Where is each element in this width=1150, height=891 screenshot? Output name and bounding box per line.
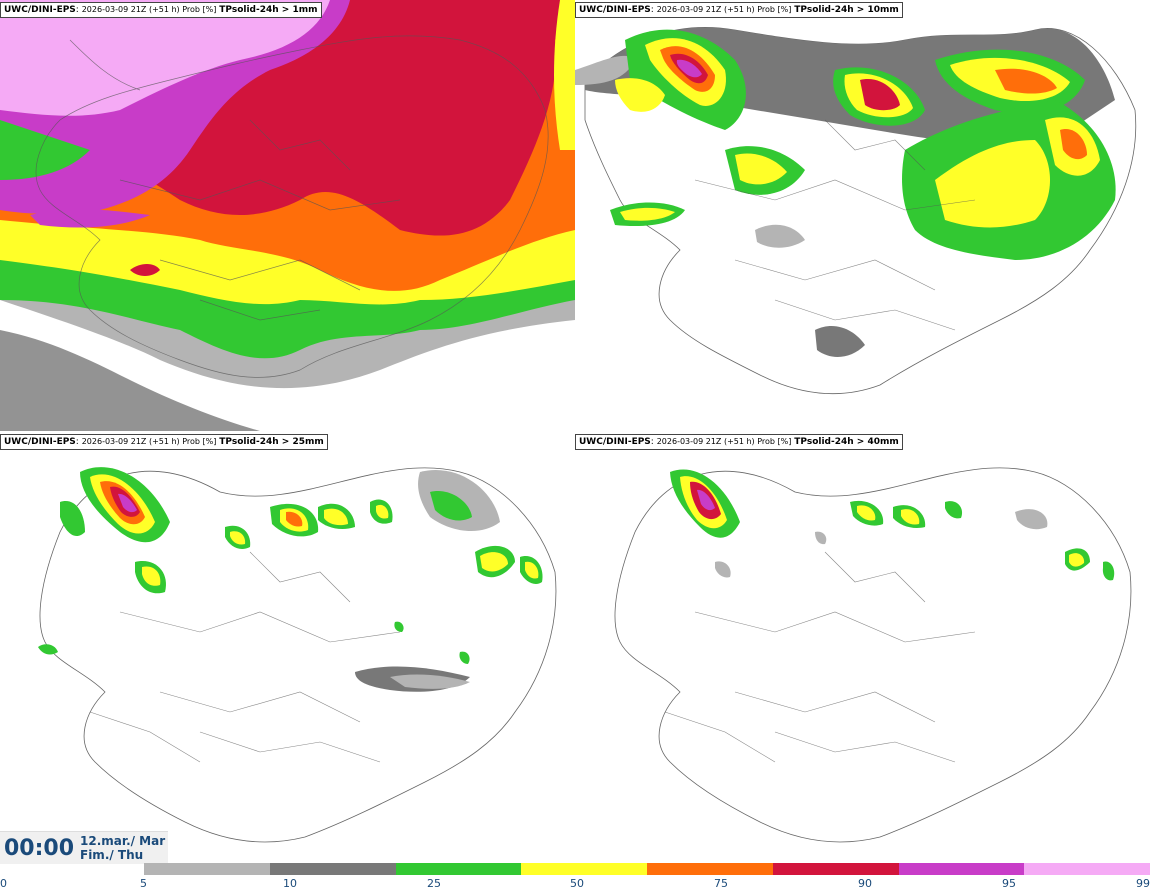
colorbar-tick-label: 0 xyxy=(0,877,7,890)
variable-threshold: TPsolid-24h > 1mm xyxy=(219,5,318,15)
colorbar-segment xyxy=(1024,863,1150,875)
colorbar-segment xyxy=(395,863,522,875)
colorbar-tick-label: 5 xyxy=(140,877,147,890)
variable-threshold: TPsolid-24h > 40mm xyxy=(794,437,899,447)
map-panel-25mm: UWC/DINI-EPS: 2026-03-09 21Z (+51 h) Pro… xyxy=(0,432,575,863)
forecast-meta: 2026-03-09 21Z (+51 h) Prob [%] xyxy=(81,437,217,446)
colorbar-segment xyxy=(269,863,396,875)
model-source: UWC/DINI-EPS xyxy=(579,437,651,447)
colorbar-segment xyxy=(898,863,1025,875)
variable-threshold: TPsolid-24h > 10mm xyxy=(794,5,899,15)
colorbar-segment xyxy=(144,863,270,875)
valid-time-box: 00:00 12.mar./ Mar Fim./ Thu xyxy=(0,831,168,864)
model-source: UWC/DINI-EPS xyxy=(4,5,76,15)
probability-map xyxy=(614,467,1132,843)
colorbar-tick-label: 10 xyxy=(283,877,297,890)
map-panel-1mm: UWC/DINI-EPS: 2026-03-09 21Z (+51 h) Pro… xyxy=(0,0,575,431)
probability-map xyxy=(38,467,557,843)
probability-colorbar xyxy=(144,863,1150,875)
colorbar-tick-label: 95 xyxy=(1002,877,1016,890)
map-panel-40mm: UWC/DINI-EPS: 2026-03-09 21Z (+51 h) Pro… xyxy=(575,432,1150,863)
valid-weekday: Fim./ Thu xyxy=(80,848,144,862)
forecast-meta: 2026-03-09 21Z (+51 h) Prob [%] xyxy=(656,437,792,446)
colorbar-segment xyxy=(772,863,899,875)
panel-title: UWC/DINI-EPS: 2026-03-09 21Z (+51 h) Pro… xyxy=(575,2,903,18)
model-source: UWC/DINI-EPS xyxy=(4,437,76,447)
probability-map xyxy=(575,27,1137,395)
colorbar-segment xyxy=(521,863,647,875)
variable-threshold: TPsolid-24h > 25mm xyxy=(219,437,324,447)
panel-title: UWC/DINI-EPS: 2026-03-09 21Z (+51 h) Pro… xyxy=(0,2,322,18)
forecast-meta: 2026-03-09 21Z (+51 h) Prob [%] xyxy=(656,5,792,14)
map-panel-10mm: UWC/DINI-EPS: 2026-03-09 21Z (+51 h) Pro… xyxy=(575,0,1150,431)
probability-map xyxy=(0,0,575,431)
colorbar-segment xyxy=(647,863,773,875)
forecast-meta: 2026-03-09 21Z (+51 h) Prob [%] xyxy=(81,5,217,14)
model-source: UWC/DINI-EPS xyxy=(579,5,651,15)
colorbar-tick-label: 50 xyxy=(570,877,584,890)
colorbar-tick-label: 75 xyxy=(714,877,728,890)
colorbar-tick-label: 90 xyxy=(858,877,872,890)
panel-title: UWC/DINI-EPS: 2026-03-09 21Z (+51 h) Pro… xyxy=(575,434,903,450)
colorbar-tick-label: 99 xyxy=(1136,877,1150,890)
colorbar-tick-label: 25 xyxy=(427,877,441,890)
valid-time: 00:00 xyxy=(4,836,75,861)
valid-date: 12.mar./ Mar xyxy=(80,834,166,848)
panel-title: UWC/DINI-EPS: 2026-03-09 21Z (+51 h) Pro… xyxy=(0,434,328,450)
